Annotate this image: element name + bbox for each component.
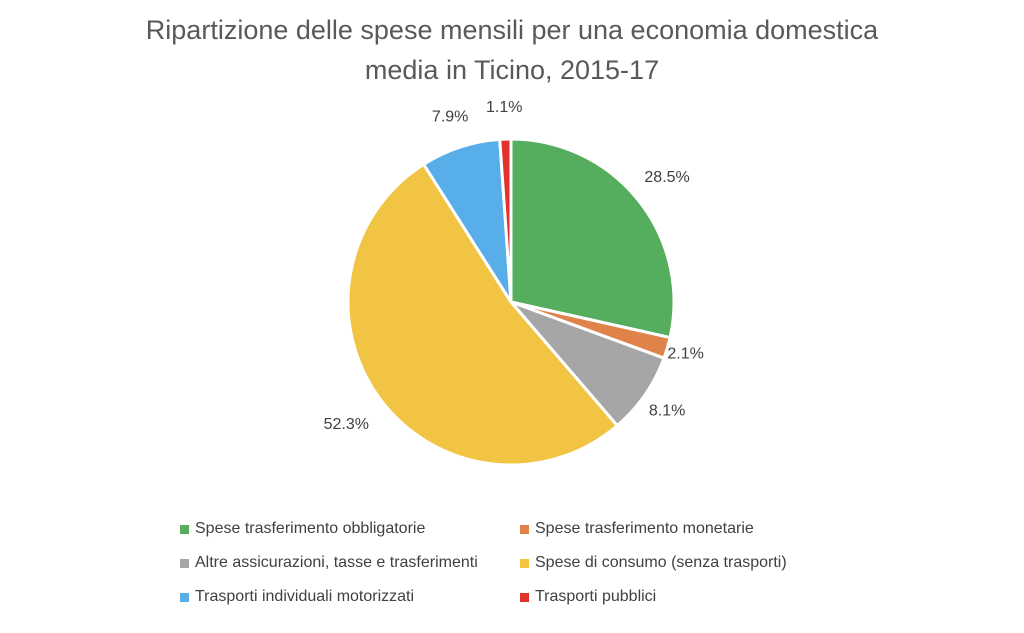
legend-label-1: Spese trasferimento obbligatorie [195, 520, 426, 537]
legend-item-1: Spese trasferimento obbligatorie [180, 520, 520, 538]
pie-slice-6 [498, 137, 513, 304]
legend-swatch-5 [180, 592, 189, 602]
chart-title: Ripartizione delle spese mensili per una… [0, 10, 1024, 90]
pie-value-label-1: 28.5% [644, 169, 689, 186]
legend-label-5: Trasporti individuali motorizzati [195, 588, 415, 605]
legend-item-4: Spese di consumo (senza trasporti) [520, 554, 840, 572]
legend-item-6: Trasporti pubblici [520, 588, 840, 606]
pie-value-label-3: 8.1% [649, 402, 685, 419]
pie-value-label-4: 52.3% [324, 416, 369, 433]
legend-swatch-6 [520, 592, 529, 602]
pie-slice-1 [509, 137, 676, 340]
pie-slices [346, 137, 676, 467]
legend-item-5: Trasporti individuali motorizzati [180, 588, 520, 606]
legend-label-4: Spese di consumo (senza trasporti) [535, 554, 787, 571]
legend-label-6: Trasporti pubblici [535, 588, 657, 605]
legend-swatch-2 [520, 524, 529, 534]
legend-swatch-1 [180, 524, 189, 534]
pie-chart: 28.5% 2.1% 8.1% 52.3% 7.9% 1.1% [324, 99, 704, 467]
chart-legend: Spese trasferimento obbligatorie Spese tr… [180, 520, 880, 606]
pie-value-labels: 28.5% 2.1% 8.1% 52.3% 7.9% 1.1% [324, 99, 704, 433]
legend-swatch-3 [180, 558, 189, 568]
legend-item-2: Spese trasferimento monetarie [520, 520, 840, 538]
pie-value-label-2: 2.1% [667, 345, 703, 362]
legend-label-2: Spese trasferimento monetarie [535, 520, 754, 537]
chart-title-line-2: media in Ticino, 2015-17 [364, 55, 660, 85]
chart-title-line-1: Ripartizione delle spese mensili per una… [145, 15, 879, 45]
legend-item-3: Altre assicurazioni, tasse e trasferimen… [180, 554, 520, 572]
pie-slice-4 [346, 162, 619, 467]
legend-swatch-4 [520, 558, 529, 568]
pie-value-label-6: 1.1% [486, 99, 522, 116]
legend-label-3: Altre assicurazioni, tasse e trasferimen… [195, 554, 478, 571]
pie-value-label-5: 7.9% [432, 109, 468, 126]
